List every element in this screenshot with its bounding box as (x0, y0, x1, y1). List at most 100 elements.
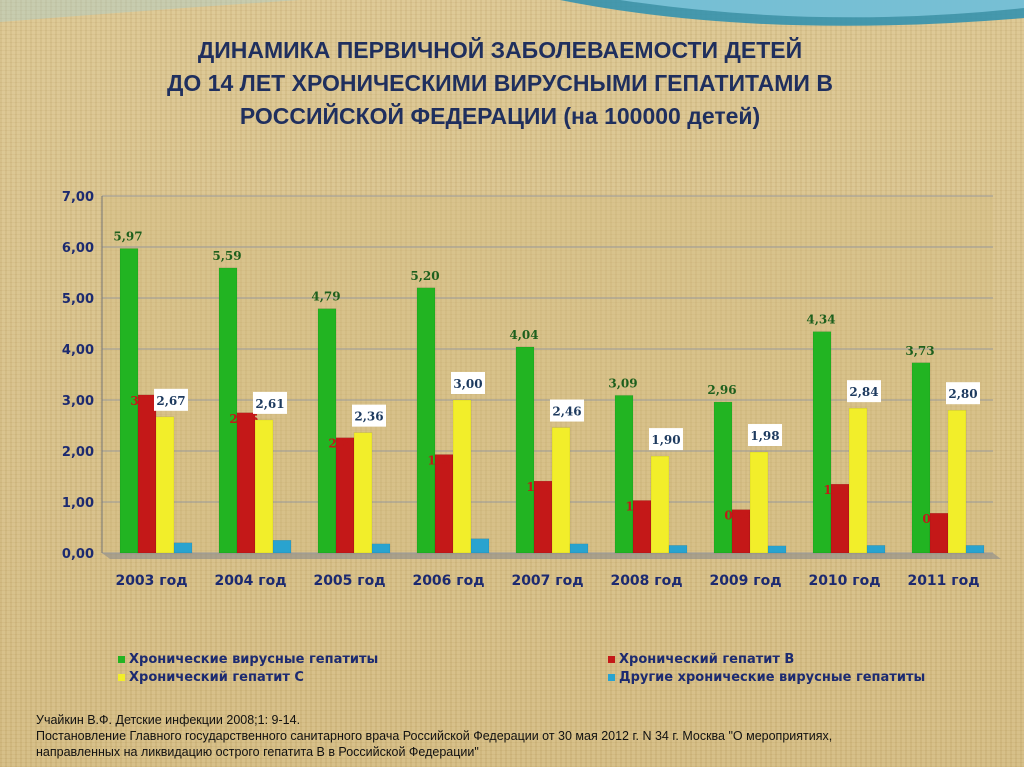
data-label: 1,35 (823, 483, 852, 497)
data-label: 1,98 (750, 429, 779, 443)
legend-item-1: Хронические вирусные гепатиты (118, 652, 378, 667)
data-label: 5,20 (410, 269, 439, 283)
data-label-box (253, 391, 287, 414)
bar-chart: 0,00 1,00 2,00 3,00 4,00 5,00 6,00 7,00 5,97 3,10… (62, 190, 1001, 589)
bar-s4 (668, 545, 688, 554)
x-tick-label: 2004 год (214, 573, 286, 589)
x-tick-label: 2009 год (709, 573, 781, 589)
bar-s4 (371, 543, 391, 554)
legend-swatch-4 (608, 674, 615, 681)
legend-label-4: Другие хронические вирусные гепатиты (619, 670, 926, 685)
bar-s1 (416, 287, 436, 554)
bar-s4 (470, 538, 490, 554)
data-label-box (352, 404, 386, 427)
data-label: 2,26 (328, 437, 357, 451)
y-tick-label: 3,00 (62, 394, 94, 409)
data-label-box (451, 372, 485, 394)
bar-s3 (650, 455, 670, 554)
title-line-2: ДО 14 ЛЕТ ХРОНИЧЕСКИМИ ВИРУСНЫМИ ГЕПАТИТ… (167, 70, 833, 96)
data-label-box (946, 382, 980, 405)
title-line-3: РОССИЙСКОЙ ФЕДЕРАЦИИ (на 100000 детей) (239, 103, 761, 129)
source-citation: Учайкин В.Ф. Детские инфекции 2008;1: 9-… (36, 712, 996, 760)
title-line-1: ДИНАМИКА ПЕРВИЧНОЙ ЗАБОЛЕВАЕМОСТИ ДЕТЕЙ (197, 37, 803, 63)
data-label: 3,10 (130, 394, 159, 408)
data-label: 2,96 (707, 383, 736, 397)
data-label: 4,04 (509, 328, 538, 342)
data-label: 0,85 (724, 509, 753, 523)
y-tick-label: 0,00 (62, 547, 94, 562)
bar-s3 (551, 427, 571, 554)
data-label: 1,90 (651, 433, 680, 447)
bar-s2 (137, 394, 157, 554)
data-label: 2,46 (552, 405, 581, 419)
source-line-3: направленных на ликвидацию острого гепат… (36, 745, 479, 759)
bar-s3 (947, 409, 967, 554)
bar-s3 (254, 419, 274, 554)
source-line-1: Учайкин В.Ф. Детские инфекции 2008;1: 9-… (36, 713, 301, 727)
y-tick-label: 6,00 (62, 241, 94, 256)
bar-s1 (515, 346, 535, 554)
bar-s1 (911, 362, 931, 554)
legend-label-2: Хронический гепатит В (619, 652, 795, 667)
y-tick-label: 2,00 (62, 445, 94, 460)
data-label-box (154, 388, 188, 411)
data-label: 1,93 (427, 454, 456, 468)
data-label: 2,61 (255, 397, 284, 411)
bar-s4 (866, 545, 886, 554)
bar-s1 (713, 401, 733, 554)
data-label-box (550, 399, 584, 422)
data-label-box (649, 428, 683, 451)
bar-s1 (812, 331, 832, 554)
legend-item-2: Хронический гепатит В (608, 652, 794, 667)
data-label-box (748, 424, 782, 447)
data-label: 2,36 (354, 410, 383, 424)
bar-s1 (614, 395, 634, 554)
x-tick-label: 2008 год (610, 573, 682, 589)
bar-s2 (236, 412, 256, 554)
data-label: 4,34 (806, 313, 835, 327)
bar-s3 (353, 432, 373, 554)
data-label: 1,41 (526, 480, 555, 494)
data-label: 3,09 (608, 376, 637, 390)
y-tick-label: 1,00 (62, 496, 94, 511)
bar-s4 (965, 545, 985, 554)
data-label: 5,97 (113, 230, 142, 244)
bar-s4 (569, 543, 589, 554)
decorative-wave (0, 0, 1024, 26)
bar-s4 (272, 540, 292, 554)
x-tick-label: 2010 год (808, 573, 880, 589)
plot-floor (102, 553, 1001, 559)
bar-s3 (452, 399, 472, 554)
source-line-2: Постановление Главного государственного … (36, 729, 833, 743)
bar-s3 (749, 451, 769, 554)
data-label: 1,03 (625, 499, 654, 513)
data-label: 0,78 (922, 512, 951, 526)
data-label: 5,59 (212, 249, 241, 263)
x-tick-label: 2006 год (412, 573, 484, 589)
y-tick-label: 4,00 (62, 343, 94, 358)
legend-item-4: Другие хронические вирусные гепатиты (608, 670, 925, 685)
data-label-box (847, 380, 881, 403)
data-label: 3,00 (453, 377, 482, 391)
bar-s1 (218, 267, 238, 554)
legend-label-3: Хронический гепатит С (129, 670, 304, 685)
x-tick-label: 2003 год (115, 573, 187, 589)
x-tick-label: 2005 год (313, 573, 385, 589)
x-tick-label: 2011 год (907, 573, 979, 589)
y-tick-label: 7,00 (62, 190, 94, 205)
bar-s1 (317, 308, 337, 554)
bar-s4 (173, 542, 193, 554)
page-title: ДИНАМИКА ПЕРВИЧНОЙ ЗАБОЛЕВАЕМОСТИ ДЕТЕЙ … (60, 34, 940, 133)
bar-s3 (848, 407, 868, 554)
data-label: 2,80 (948, 387, 977, 401)
legend-item-3: Хронический гепатит С (118, 670, 304, 685)
legend-label-1: Хронические вирусные гепатиты (129, 652, 379, 667)
bar-s4 (767, 545, 787, 554)
legend-swatch-2 (608, 656, 615, 663)
data-label: 2,84 (849, 385, 878, 399)
bar-s2 (335, 437, 355, 554)
data-label: 2,75 (229, 412, 258, 426)
data-label: 4,79 (311, 290, 340, 304)
legend-swatch-3 (118, 674, 125, 681)
bar-s2 (434, 454, 454, 554)
